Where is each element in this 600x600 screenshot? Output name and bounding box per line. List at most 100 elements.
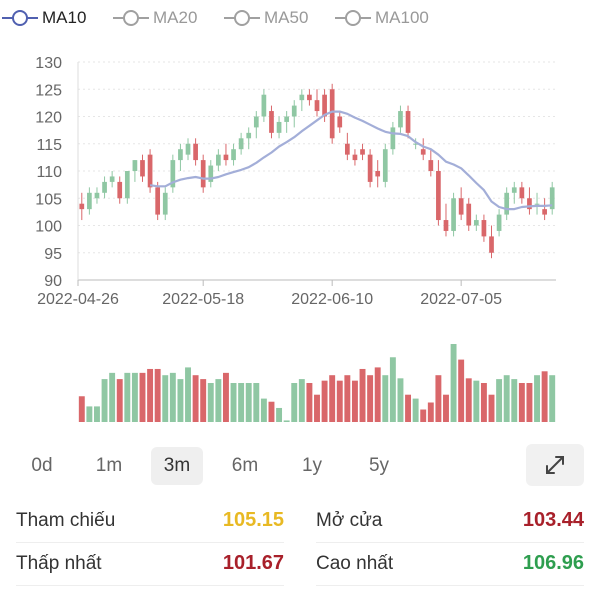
legend-marker-icon xyxy=(224,10,260,26)
candle-body xyxy=(337,116,343,128)
volume-bar xyxy=(405,394,412,422)
low-price-label: Thấp nhất xyxy=(16,553,102,574)
reference-price-value: 105.15 xyxy=(222,509,284,531)
candle-body xyxy=(253,116,259,128)
candle-body xyxy=(496,214,502,231)
range-5y-button[interactable]: 5y xyxy=(368,455,390,476)
volume-bar xyxy=(480,383,487,422)
legend-marker-icon xyxy=(113,10,149,26)
volume-bar xyxy=(238,383,245,422)
candle-body xyxy=(155,187,161,215)
candle-body xyxy=(428,160,434,171)
candle-body xyxy=(299,94,305,101)
candle-body xyxy=(451,198,456,231)
range-6m-button[interactable]: 6m xyxy=(231,455,259,476)
volume-bar xyxy=(268,401,275,422)
volume-bar xyxy=(86,406,93,422)
volume-bar xyxy=(260,398,267,422)
range-1m-button[interactable]: 1m xyxy=(95,455,123,476)
open-price-value: 103.44 xyxy=(522,509,584,531)
ma10-line xyxy=(149,110,553,211)
stat-reference: Tham chiếu 105.15 xyxy=(16,500,284,543)
legend-label: MA50 xyxy=(264,8,309,27)
candle-body xyxy=(162,192,168,215)
volume-bar xyxy=(276,407,283,422)
volume-bar xyxy=(473,380,480,422)
low-price-value: 101.67 xyxy=(222,552,284,574)
volume-bar xyxy=(511,379,518,422)
volume-bar xyxy=(389,357,396,422)
y-tick-label: 100 xyxy=(35,219,62,236)
expand-button[interactable] xyxy=(526,444,584,486)
range-0d-button[interactable]: 0d xyxy=(31,455,53,476)
candle-body xyxy=(223,154,229,161)
range-1y-button[interactable]: 1y xyxy=(301,455,323,476)
candle-body xyxy=(534,203,540,205)
volume-bar xyxy=(78,396,85,422)
range-3m-button[interactable]: 3m xyxy=(151,447,203,485)
candle-body xyxy=(238,138,244,150)
candle-body xyxy=(481,220,487,237)
candle-body xyxy=(322,94,327,117)
volume-bar xyxy=(367,375,374,422)
volume-bar xyxy=(397,378,404,422)
volume-bar xyxy=(420,409,427,422)
volume-bar xyxy=(458,359,465,422)
legend-marker-icon xyxy=(2,10,38,26)
x-tick-label: 2022-07-05 xyxy=(420,291,502,308)
candle-body xyxy=(436,171,441,221)
y-tick-label: 115 xyxy=(36,137,62,154)
candle-body xyxy=(132,160,138,171)
candle-body xyxy=(307,94,312,101)
candle-body xyxy=(511,187,517,193)
candle-body xyxy=(458,198,464,215)
candle-body xyxy=(261,94,267,117)
candle-body xyxy=(367,154,373,182)
volume-bar xyxy=(435,375,442,422)
volume-bar xyxy=(109,372,116,422)
legend-item-ma100[interactable]: MA100 xyxy=(333,6,429,30)
volume-bar xyxy=(306,383,313,422)
volume-bar xyxy=(185,367,191,422)
legend-item-ma50[interactable]: MA50 xyxy=(222,6,308,30)
volume-bar xyxy=(124,372,131,422)
candle-body xyxy=(200,160,206,188)
candle-body xyxy=(276,121,282,133)
volume-bar xyxy=(177,379,184,422)
price-chart[interactable]: 90 95 100 105 110 115 120 125 130 2022-04-26 2022-… xyxy=(0,36,600,426)
x-tick-label: 2022-06-10 xyxy=(291,291,373,308)
volume-bar xyxy=(344,375,351,422)
candle-body xyxy=(216,154,221,166)
volume-bar xyxy=(94,406,100,422)
stat-high: Cao nhất 106.96 xyxy=(316,543,584,586)
candle-body xyxy=(102,181,107,193)
legend-label: MA10 xyxy=(42,8,87,27)
volume-bar xyxy=(427,402,434,422)
volume-bar xyxy=(192,375,199,422)
candle-body xyxy=(140,160,145,177)
legend-item-ma20[interactable]: MA20 xyxy=(111,6,197,30)
candle-body xyxy=(117,181,123,199)
candle-body xyxy=(527,198,532,210)
x-tick-label: 2022-05-18 xyxy=(162,291,244,308)
candle-body xyxy=(178,149,183,161)
candle-body xyxy=(382,149,388,182)
volume-bar xyxy=(351,380,358,422)
volume-bar xyxy=(147,368,154,422)
high-price-label: Cao nhất xyxy=(316,553,394,574)
y-tick-label: 120 xyxy=(35,110,62,127)
y-tick-label: 95 xyxy=(44,246,62,263)
candle-body xyxy=(489,236,494,253)
volume-bar xyxy=(101,379,108,422)
candle-body xyxy=(420,149,426,155)
candle-body xyxy=(542,209,547,215)
candle-body xyxy=(549,187,555,210)
x-tick-label: 2022-04-26 xyxy=(37,291,119,308)
candle-body xyxy=(405,111,411,133)
candle-body xyxy=(147,154,153,188)
y-tick-label: 125 xyxy=(35,82,62,99)
volume-bar xyxy=(253,383,260,422)
candle-body xyxy=(314,100,320,112)
legend-item-ma10[interactable]: MA10 xyxy=(0,6,86,30)
candle-body xyxy=(269,111,274,133)
